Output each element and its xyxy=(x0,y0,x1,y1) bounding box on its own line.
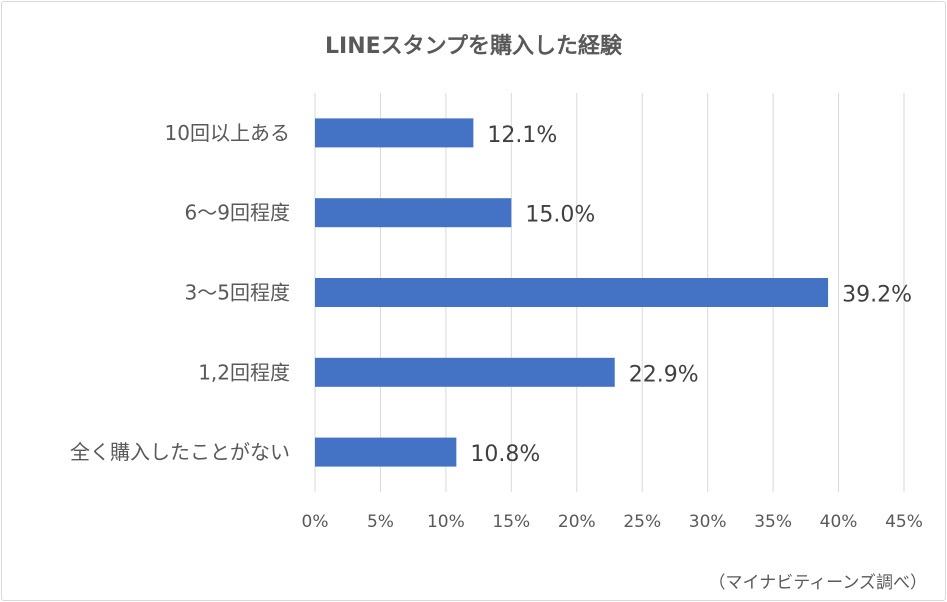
bar xyxy=(315,198,512,228)
category-label: 3〜5回程度 xyxy=(185,281,290,305)
chart-title: LINEスタンプを購入した経験 xyxy=(325,34,622,59)
data-label: 12.1% xyxy=(487,123,557,148)
x-tick-label: 20% xyxy=(558,512,596,532)
data-label: 39.2% xyxy=(842,283,912,308)
category-label: 6〜9回程度 xyxy=(185,201,290,225)
x-tick-label: 35% xyxy=(754,512,792,532)
data-label: 10.8% xyxy=(470,442,540,467)
x-tick-label: 5% xyxy=(367,512,394,532)
bar xyxy=(315,437,457,467)
source-note: （マイナビティーンズ調べ） xyxy=(708,573,927,593)
data-label: 15.0% xyxy=(525,203,595,228)
category-label: 全く購入したことがない xyxy=(70,440,290,464)
data-label: 22.9% xyxy=(629,362,699,387)
category-label: 10回以上ある xyxy=(165,121,290,145)
x-tick-label: 30% xyxy=(689,512,727,532)
x-tick-label: 0% xyxy=(302,512,329,532)
bar xyxy=(315,118,474,148)
x-tick-label: 40% xyxy=(820,512,858,532)
x-tick-label: 25% xyxy=(623,512,661,532)
x-tick-label: 10% xyxy=(427,512,465,532)
bar xyxy=(315,278,829,307)
x-tick-label: 45% xyxy=(885,512,923,532)
x-tick-label: 15% xyxy=(492,512,530,532)
category-label: 1,2回程度 xyxy=(198,360,290,384)
bar xyxy=(315,357,615,387)
